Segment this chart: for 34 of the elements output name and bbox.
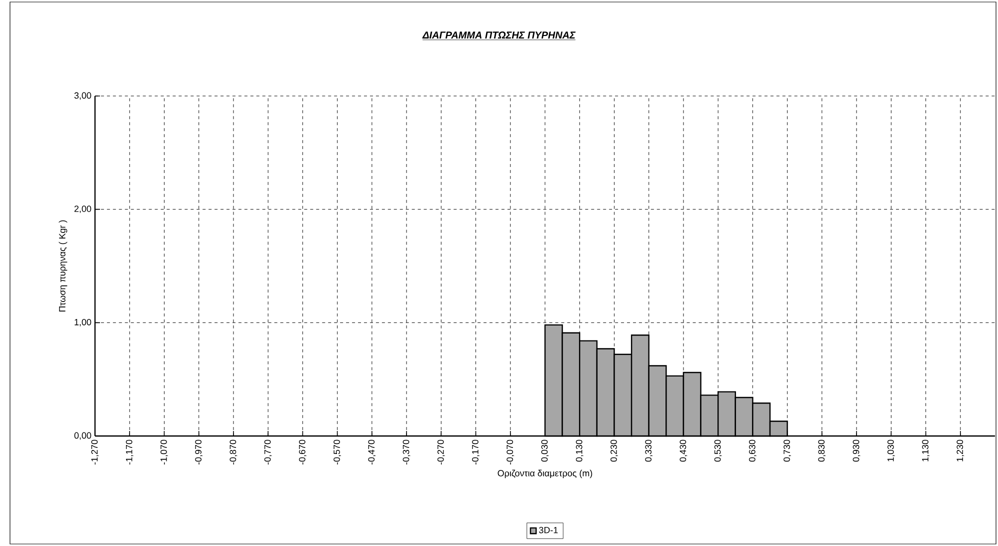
x-tick-label: 0,230 [610, 440, 618, 462]
x-tick-label: -0,670 [298, 440, 306, 465]
x-tick-label: 0,030 [541, 440, 549, 462]
x-tick-label: 1,030 [887, 440, 895, 462]
y-tick-label: 1,00 [74, 318, 92, 326]
y-tick-label: 3,00 [74, 92, 92, 100]
x-tick-label: -1,170 [126, 440, 134, 465]
x-tick-label: -1,270 [91, 440, 99, 465]
x-tick-label: -0,070 [506, 440, 514, 465]
x-tick-label: -0,270 [437, 440, 445, 465]
x-tick-label: 0,930 [852, 440, 860, 462]
x-tick-label: 0,730 [784, 440, 792, 462]
y-tick-label: 2,00 [74, 206, 92, 214]
chart-title: ΔΙΑΓΡΑΜΜΑ ΠΤΩΣΗΣ ΠΥΡΗΝΑΣ [422, 32, 576, 38]
x-tick-label: 0,430 [680, 440, 688, 462]
legend-label: 3D-1 [539, 526, 558, 534]
x-tick-label: -0,570 [334, 440, 342, 465]
x-tick-label: 0,530 [714, 440, 722, 462]
x-tick-label: -0,470 [368, 440, 376, 465]
y-axis-title: Πτωση πυρηνας ( Kgr ) [58, 220, 68, 312]
x-tick-label: -0,370 [402, 440, 410, 465]
x-tick-label: -0,170 [472, 440, 480, 465]
x-tick-label: -0,770 [264, 440, 272, 465]
x-tick-label: -1,070 [160, 440, 168, 465]
x-tick-label: -0,970 [195, 440, 203, 465]
x-tick-label: 1,230 [956, 440, 964, 462]
x-tick-label: 0,130 [576, 440, 584, 462]
x-tick-label: -0,870 [230, 440, 238, 465]
x-tick-label: 0,830 [818, 440, 826, 462]
x-tick-label: 1,130 [922, 440, 930, 462]
x-axis-title: Οριζοντια διαμετρος (m) [498, 470, 592, 478]
x-tick-label: 0,630 [748, 440, 756, 462]
x-tick-label: 0,330 [645, 440, 653, 462]
y-tick-label: 0,00 [74, 432, 92, 440]
